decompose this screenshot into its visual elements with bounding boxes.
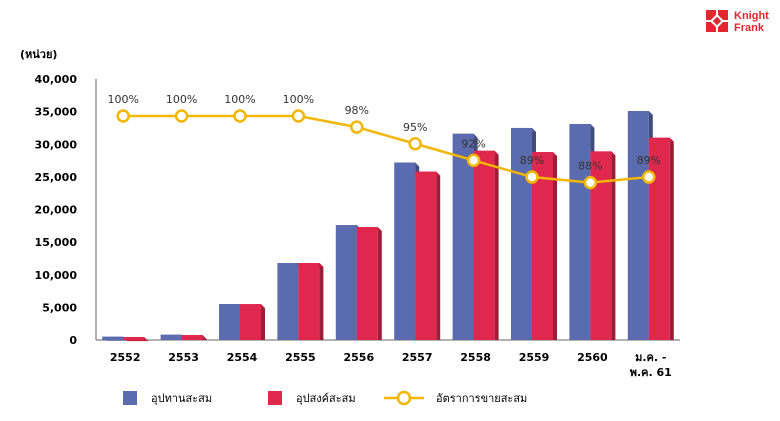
- bar: [648, 137, 674, 340]
- y-axis-unit-label: (หน่วย): [20, 48, 57, 61]
- y-tick-label: 10,000: [35, 269, 78, 282]
- sales-rate-point: [174, 109, 189, 123]
- bar: [473, 150, 499, 340]
- bar: [240, 304, 265, 340]
- bar-face: [569, 124, 591, 341]
- bar-face: [277, 263, 299, 340]
- sales-rate-label: 100%: [283, 93, 314, 106]
- sales-rate-label: 95%: [403, 121, 427, 134]
- y-tick-label: 35,000: [35, 106, 78, 119]
- bar-side: [319, 263, 324, 340]
- sales-rate-line: 100% 100% 100% 100% 98% 95% 92% 89% 88% 89%: [107, 93, 661, 190]
- bars: [102, 110, 674, 342]
- y-tick-label: 15,000: [35, 236, 78, 249]
- y-tick-label: 25,000: [35, 171, 78, 184]
- sales-rate-point: [350, 120, 364, 134]
- x-tick-label: 2557: [402, 351, 433, 364]
- sales-rate-point: [233, 109, 247, 123]
- y-tick-label: 20,000: [35, 204, 78, 217]
- sales-rate-point: [583, 175, 598, 190]
- logo-line-1: Knight: [734, 10, 769, 22]
- bar: [298, 263, 324, 340]
- bar-face: [394, 162, 416, 340]
- sales-rate-point: [116, 109, 130, 123]
- bar-face: [240, 304, 261, 340]
- sales-rate-label: 100%: [166, 93, 197, 106]
- bar: [181, 335, 207, 340]
- sales-rate-point: [466, 153, 481, 168]
- x-tick-label: 2558: [460, 351, 491, 364]
- logo-line-2: Frank: [734, 22, 764, 34]
- legend: อุปทานสะสม อุปสงค์สะสม อัตราการขายสะสม: [123, 390, 527, 406]
- bar-face: [181, 335, 203, 340]
- bar-face: [335, 225, 357, 340]
- legend-label: อัตราการขายสะสม: [436, 392, 527, 405]
- bar-face: [648, 137, 670, 340]
- sales-rate-label: 100%: [107, 93, 138, 106]
- x-tick-label: 2559: [519, 351, 550, 364]
- bar-face: [452, 133, 474, 340]
- sales-rate-label: 89%: [637, 154, 661, 167]
- sales-rate-point: [291, 109, 306, 123]
- legend-swatch: [268, 391, 282, 405]
- sales-rate-point: [408, 137, 422, 151]
- bar-face: [356, 227, 378, 340]
- x-axis: 2552 2553 2554 2555 2556 2557 2558 2559 2560 ม.ค.…: [96, 339, 680, 379]
- x-tick-label: 2554: [227, 351, 258, 364]
- sales-rate-polyline: [123, 114, 649, 184]
- knight-frank-logo: Knight Frank: [706, 8, 778, 40]
- logo-mark-icon: [706, 10, 728, 32]
- bar: [356, 227, 382, 340]
- y-tick-label: 0: [69, 334, 77, 347]
- legend-label: อุปทานสะสม: [151, 392, 212, 405]
- y-axis: 0 5,000 10,000 15,000 20,000 25,000 30,000 35,0…: [35, 73, 97, 347]
- sales-rate-label: 100%: [224, 93, 255, 106]
- legend-label: อุปสงค์สะสม: [296, 392, 356, 405]
- bar: [532, 152, 557, 340]
- sales-rate-point: [525, 170, 539, 184]
- bar: [415, 171, 441, 340]
- x-tick-label: 2552: [110, 351, 141, 364]
- bar: [123, 337, 149, 342]
- sales-rate-label: 92%: [461, 137, 485, 150]
- bar-side: [669, 137, 674, 340]
- bar-side: [261, 304, 265, 340]
- sales-rate-point: [642, 170, 656, 184]
- x-tick-label: ม.ค. -พ.ค. 61: [630, 351, 672, 379]
- legend-marker: [396, 390, 412, 406]
- bar-face: [590, 151, 612, 340]
- legend-swatch: [123, 391, 137, 405]
- bar: [590, 151, 616, 340]
- x-tick-label: 2553: [168, 351, 199, 364]
- bar-face: [627, 110, 649, 340]
- bar-face: [219, 304, 240, 340]
- sales-rate-label: 98%: [345, 104, 369, 117]
- sales-rate-label: 88%: [578, 160, 602, 173]
- bar-face: [123, 337, 145, 340]
- bar-side: [377, 227, 382, 340]
- bar-face: [298, 263, 320, 340]
- bar-face: [532, 152, 553, 340]
- x-tick-label: 2560: [577, 351, 608, 364]
- sales-rate-label: 89%: [520, 154, 544, 167]
- bar-face: [415, 171, 437, 340]
- bar-face: [160, 334, 182, 340]
- x-tick-label: 2555: [285, 351, 316, 364]
- bar-side: [494, 150, 499, 340]
- bar-side: [436, 171, 441, 340]
- bar-side: [553, 152, 557, 340]
- y-tick-label: 30,000: [35, 138, 78, 151]
- bar-face: [473, 150, 495, 340]
- y-tick-label: 40,000: [35, 73, 78, 86]
- y-tick-label: 5,000: [42, 301, 77, 314]
- bar-face: [102, 336, 124, 340]
- bar-side: [611, 151, 616, 340]
- x-tick-label: 2556: [343, 351, 374, 364]
